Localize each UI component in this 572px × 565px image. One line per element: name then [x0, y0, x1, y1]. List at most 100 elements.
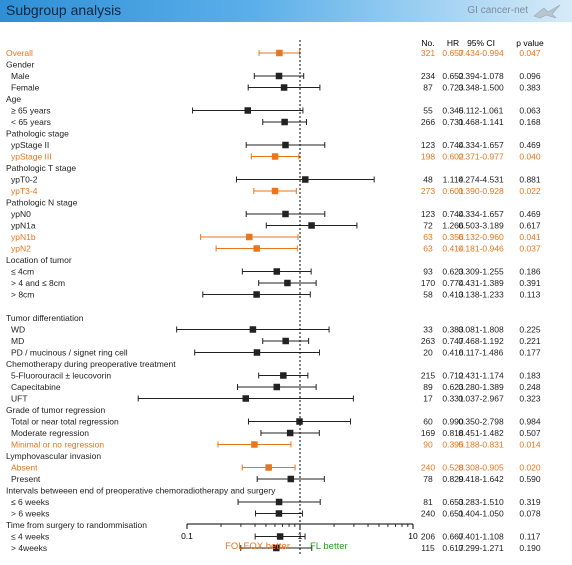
- cell-p: 0.507: [519, 428, 541, 438]
- cell-hr: 0.414: [442, 244, 464, 254]
- cell-p: 0.014: [519, 440, 541, 450]
- subgroup-header: Pathologic T stage: [6, 163, 76, 173]
- cell-hr: 0.528: [442, 463, 464, 473]
- cell-hr: 0.744: [442, 140, 464, 150]
- hr-point: [282, 210, 289, 218]
- col-header-hr: HR: [447, 38, 459, 48]
- cell-n: 81: [423, 497, 433, 507]
- row-label: ypN2: [11, 244, 31, 254]
- cell-n: 63: [423, 232, 433, 242]
- axis-left-label: FOLFOX better: [225, 541, 290, 552]
- title-bar: Subgroup analysis GI cancer-net: [0, 0, 572, 22]
- cell-p: 0.984: [519, 417, 541, 427]
- cell-n: 93: [423, 267, 433, 277]
- cell-p: 0.040: [519, 152, 541, 162]
- row-label: ypN0: [11, 209, 31, 219]
- row-label: ypStage III: [11, 152, 52, 162]
- cell-ci: 0.468-1.192: [458, 336, 504, 346]
- subgroup-header: Chemotherapy during preoperative treatme…: [6, 359, 176, 369]
- subgroup-header: Pathologic N stage: [6, 198, 78, 208]
- cell-p: 0.177: [519, 348, 541, 358]
- cell-ci: 0.401-1.108: [458, 532, 504, 542]
- hr-point: [271, 187, 279, 195]
- cell-ci: 0.309-1.255: [458, 267, 504, 277]
- cell-n: 58: [423, 290, 433, 300]
- cell-n: 115: [421, 543, 435, 553]
- x-tick-label: 10: [408, 531, 418, 541]
- row-label: Moderate regression: [11, 428, 89, 438]
- row-label: > 8cm: [11, 290, 34, 300]
- cell-hr: 0.744: [442, 209, 464, 219]
- row-label: MD: [11, 336, 24, 346]
- hr-point: [246, 233, 253, 241]
- hr-point: [280, 84, 288, 91]
- cell-ci: 0.503-3.189: [458, 221, 504, 231]
- cell-p: 0.113: [520, 290, 541, 300]
- cell-hr: 0.601: [442, 186, 464, 196]
- cell-p: 0.020: [519, 463, 541, 473]
- hr-point: [286, 429, 294, 437]
- subgroup-header: Lymphovascular invasion: [6, 451, 101, 461]
- subgroup-header: Pathologic stage: [6, 129, 69, 139]
- cell-ci: 0.348-1.500: [458, 83, 504, 93]
- cell-ci: 0.117-1.486: [459, 348, 504, 358]
- cell-ci: 0.434-0.994: [458, 48, 504, 58]
- row-label: Total or near total regression: [11, 417, 119, 427]
- hr-point: [280, 372, 287, 379]
- cell-hr: 0.395: [442, 440, 464, 450]
- x-tick-label: 1: [298, 531, 303, 541]
- cell-n: 206: [421, 532, 435, 542]
- cell-p: 0.190: [519, 543, 541, 553]
- hr-point: [275, 72, 283, 80]
- row-label: Capecitabine: [11, 382, 61, 392]
- cell-hr: 0.383: [442, 325, 464, 335]
- col-header-no: No.: [421, 38, 434, 48]
- cell-ci: 0.181-0.946: [458, 244, 504, 254]
- cell-ci: 0.334-1.657: [458, 140, 504, 150]
- cell-hr: 0.623: [442, 382, 464, 392]
- cell-p: 0.469: [519, 209, 541, 219]
- subgroup-header: Time from surgery to randommisation: [6, 520, 147, 530]
- row-label: ≤ 4 weeks: [11, 532, 49, 542]
- cell-hr: 0.667: [442, 532, 464, 542]
- cell-hr: 0.774: [442, 278, 464, 288]
- cell-hr: 0.623: [442, 267, 464, 277]
- cell-ci: 0.468-1.141: [458, 117, 504, 127]
- cell-hr: 1.114: [443, 175, 464, 185]
- subgroup-header: Tumor differentiation: [6, 313, 84, 323]
- cell-hr: 0.345: [442, 106, 464, 116]
- col-header-ci: 95% CI: [467, 38, 495, 48]
- row-label: ypT3-4: [11, 186, 38, 196]
- hr-point: [273, 383, 281, 391]
- cell-n: 33: [423, 325, 433, 335]
- row-label: ≥ 65 years: [11, 106, 51, 116]
- hr-point: [302, 176, 309, 183]
- cell-n: 78: [423, 474, 433, 484]
- cell-hr: 0.657: [442, 48, 464, 58]
- cell-p: 0.037: [519, 244, 541, 254]
- cell-ci: 0.274-4.531: [458, 175, 504, 185]
- cell-n: 87: [423, 83, 433, 93]
- row-label: Female: [11, 83, 40, 93]
- cell-ci: 0.037-2.967: [458, 394, 504, 404]
- cell-n: 169: [421, 428, 435, 438]
- hr-point: [244, 107, 252, 114]
- cell-n: 60: [423, 417, 433, 427]
- row-label: ≤ 4cm: [11, 267, 34, 277]
- row-label: ypN1a: [11, 221, 36, 231]
- cell-ci: 0.283-1.510: [458, 497, 504, 507]
- hr-point: [308, 222, 315, 229]
- cell-n: 123: [421, 140, 435, 150]
- cell-ci: 0.431-1.174: [458, 371, 504, 381]
- cell-n: 72: [423, 221, 433, 231]
- cell-n: 17: [423, 394, 433, 404]
- hr-point: [275, 510, 283, 517]
- subgroup-header: Gender: [6, 60, 35, 70]
- cell-ci: 0.112-1.061: [459, 106, 504, 116]
- cell-hr: 0.652: [442, 71, 464, 81]
- cell-ci: 0.132-0.960: [458, 232, 504, 242]
- cell-n: 240: [421, 463, 435, 473]
- cell-hr: 0.818: [442, 428, 464, 438]
- row-label: WD: [11, 325, 25, 335]
- cell-n: 215: [421, 371, 435, 381]
